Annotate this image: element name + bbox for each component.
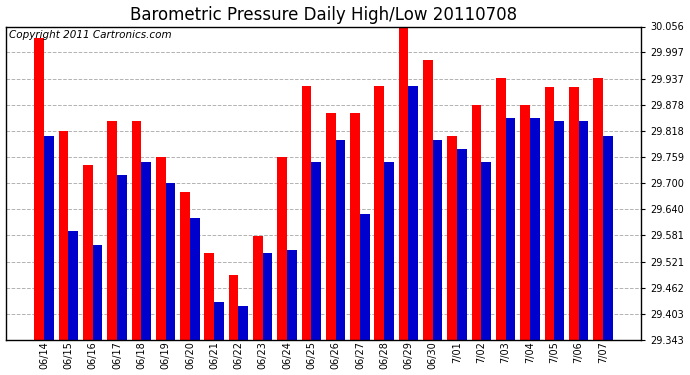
Bar	[59, 131, 68, 340]
Bar	[263, 254, 273, 340]
Bar	[544, 87, 554, 340]
Bar	[423, 60, 433, 340]
Bar	[132, 122, 141, 340]
Bar	[530, 118, 540, 340]
Bar	[108, 122, 117, 340]
Bar	[117, 175, 127, 340]
Bar	[44, 136, 54, 340]
Bar	[554, 122, 564, 340]
Bar	[34, 38, 44, 340]
Bar	[214, 302, 224, 340]
Text: Copyright 2011 Cartronics.com: Copyright 2011 Cartronics.com	[9, 30, 171, 40]
Bar	[83, 165, 92, 340]
Title: Barometric Pressure Daily High/Low 20110708: Barometric Pressure Daily High/Low 20110…	[130, 6, 517, 24]
Bar	[482, 162, 491, 340]
Bar	[506, 118, 515, 340]
Bar	[204, 254, 214, 340]
Bar	[253, 236, 263, 340]
Bar	[68, 231, 78, 340]
Bar	[578, 122, 589, 340]
Bar	[180, 192, 190, 340]
Bar	[472, 105, 482, 340]
Bar	[229, 275, 239, 340]
Bar	[277, 157, 287, 340]
Bar	[326, 113, 335, 340]
Bar	[447, 136, 457, 340]
Bar	[141, 162, 151, 340]
Bar	[375, 86, 384, 340]
Bar	[603, 136, 613, 340]
Bar	[239, 306, 248, 340]
Bar	[156, 157, 166, 340]
Bar	[302, 86, 311, 340]
Bar	[92, 244, 102, 340]
Bar	[360, 214, 370, 340]
Bar	[457, 149, 467, 340]
Bar	[311, 162, 321, 340]
Bar	[287, 250, 297, 340]
Bar	[190, 218, 199, 340]
Bar	[408, 86, 418, 340]
Bar	[335, 140, 346, 340]
Bar	[593, 78, 603, 340]
Bar	[166, 183, 175, 340]
Bar	[569, 87, 578, 340]
Bar	[520, 105, 530, 340]
Bar	[496, 78, 506, 340]
Bar	[433, 140, 442, 340]
Bar	[351, 113, 360, 340]
Bar	[399, 27, 408, 340]
Bar	[384, 162, 394, 340]
